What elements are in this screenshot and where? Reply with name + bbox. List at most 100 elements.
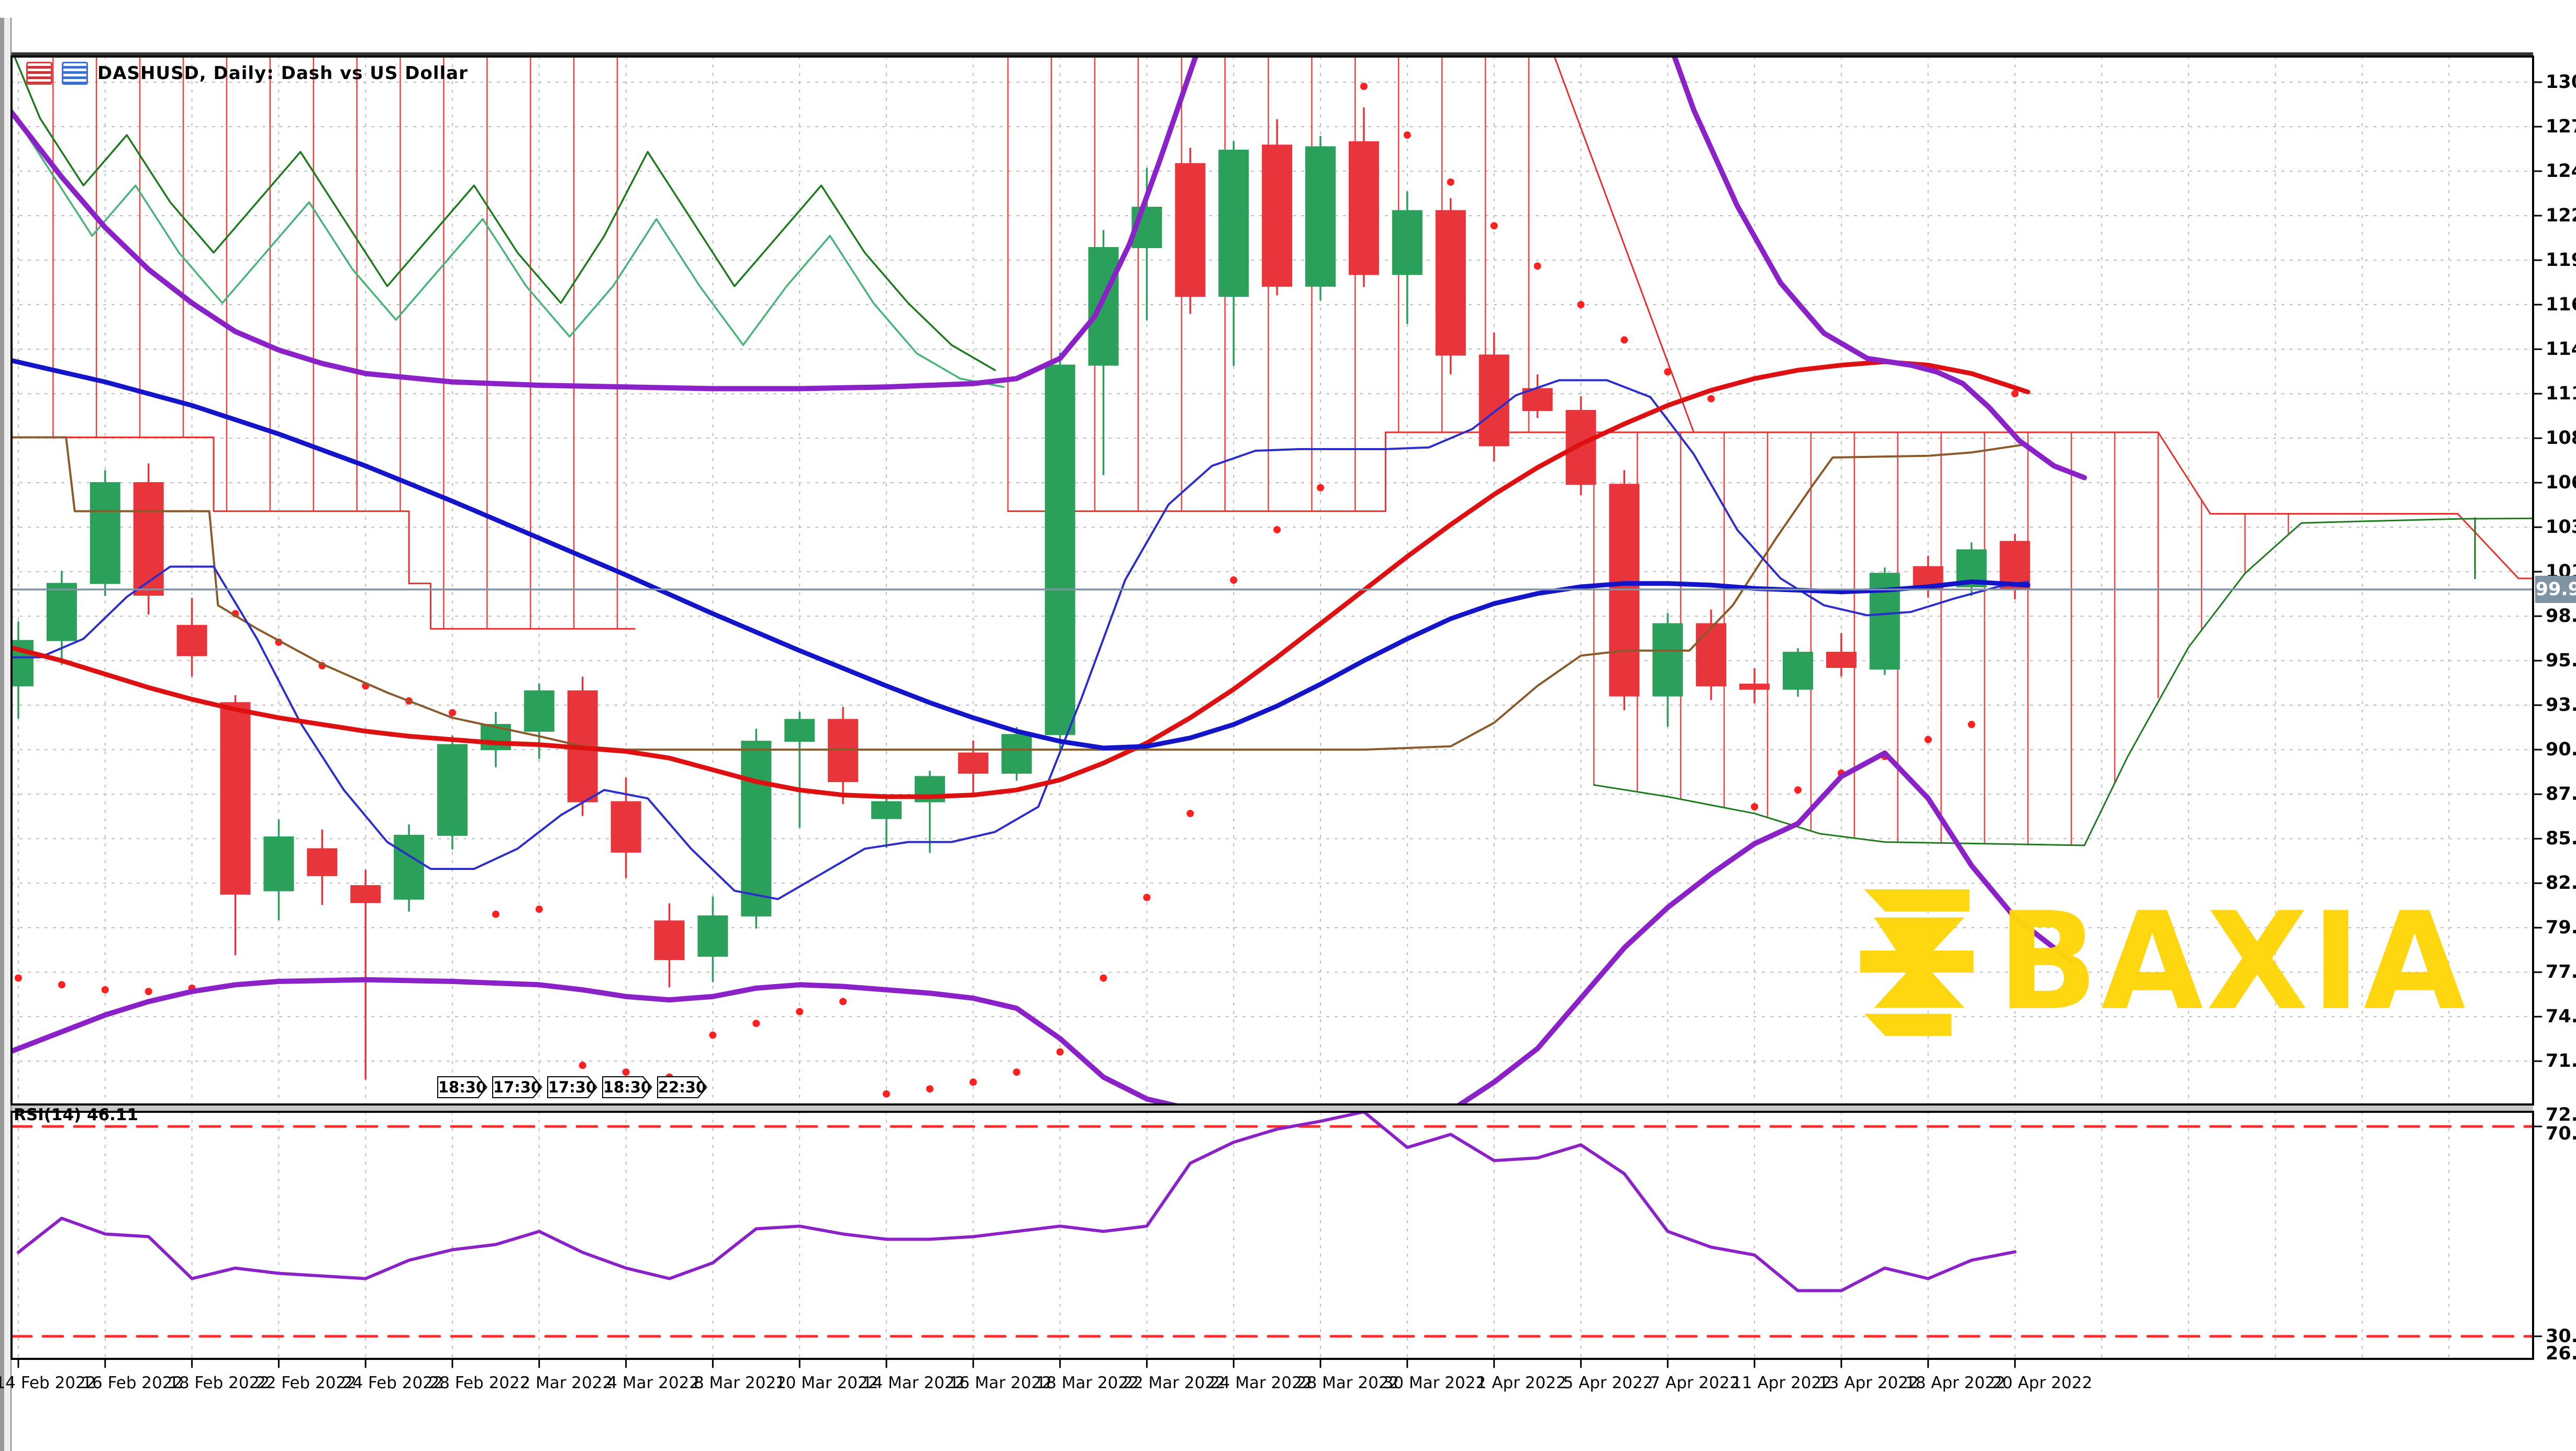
candle-34 — [1479, 354, 1509, 447]
candle-25 — [1088, 247, 1119, 366]
candle-42 — [1826, 652, 1857, 668]
candle-17 — [741, 741, 772, 917]
candle-31 — [1348, 141, 1379, 275]
price-axis-label: 103.65 — [2546, 517, 2576, 538]
candle-20 — [871, 801, 902, 819]
time-flag[interactable]: 17:30 — [492, 1076, 542, 1098]
time-flag[interactable]: 18:30 — [437, 1076, 487, 1098]
date-axis-label: 10 Mar 2022 — [775, 1374, 879, 1392]
rsi-axis-label: 26.21 — [2546, 1343, 2576, 1364]
price-axis-label: 85.10 — [2546, 828, 2576, 850]
candle-15 — [654, 920, 685, 961]
date-axis-label: 4 Mar 2022 — [607, 1374, 699, 1392]
new-chart-icon[interactable] — [62, 62, 88, 85]
date-axis-label: 1 Apr 2022 — [1476, 1374, 1567, 1392]
candle-23 — [1001, 734, 1032, 774]
price-axis-label: 98.35 — [2546, 606, 2576, 627]
price-axis-label: 116.90 — [2546, 294, 2576, 316]
candle-22 — [958, 752, 989, 774]
candle-14 — [610, 801, 641, 853]
rsi-axis-label: 70.00 — [2546, 1123, 2576, 1145]
candle-8 — [350, 885, 381, 903]
price-axis-label: 108.95 — [2546, 428, 2576, 449]
date-axis-label: 18 Apr 2022 — [1905, 1374, 2006, 1392]
rsi-axis-label: 72.80 — [2546, 1104, 2576, 1125]
candle-30 — [1305, 146, 1336, 287]
rsi-indicator-label: RSI(14) 46.11 — [14, 1106, 139, 1124]
rsi-axis-label: 30.00 — [2546, 1325, 2576, 1347]
date-axis-label: 13 Apr 2022 — [1818, 1374, 1919, 1392]
date-axis-label: 18 Feb 2022 — [169, 1374, 270, 1392]
time-flag[interactable]: 17:30 — [547, 1076, 597, 1098]
candle-32 — [1392, 210, 1423, 275]
price-axis-label: 114.25 — [2546, 339, 2576, 360]
candle-12 — [524, 690, 554, 732]
date-axis-label: 28 Mar 2022 — [1296, 1374, 1400, 1392]
candle-10 — [437, 744, 468, 836]
chart-list-icon[interactable] — [26, 62, 52, 85]
baxia-watermark-text: BAXIA — [1997, 884, 2469, 1040]
price-axis-label: 82.45 — [2546, 873, 2576, 894]
candle-6 — [263, 836, 294, 891]
date-axis-label: 20 Apr 2022 — [1992, 1374, 2093, 1392]
candle-40 — [1739, 684, 1770, 690]
candle-7 — [307, 848, 338, 876]
candle-16 — [697, 915, 728, 957]
candle-4 — [176, 624, 207, 656]
date-axis-label: 18 Mar 2022 — [1036, 1374, 1139, 1392]
price-axis-label: 124.85 — [2546, 161, 2576, 182]
price-axis-label: 87.75 — [2546, 784, 2576, 805]
date-axis-label: 2 Mar 2022 — [520, 1374, 613, 1392]
price-axis-label: 71.85 — [2546, 1051, 2576, 1072]
candle-33 — [1435, 210, 1466, 356]
date-axis-label: 11 Apr 2022 — [1731, 1374, 1832, 1392]
price-axis-label: 77.15 — [2546, 962, 2576, 983]
price-axis-label: 95.70 — [2546, 650, 2576, 672]
time-flag[interactable]: 22:30 — [657, 1076, 707, 1098]
candle-28 — [1218, 149, 1249, 297]
candle-24 — [1045, 364, 1075, 735]
candle-18 — [784, 719, 815, 742]
date-axis-label: 8 Mar 2022 — [693, 1374, 786, 1392]
price-axis-label: 127.50 — [2546, 116, 2576, 137]
candle-3 — [133, 482, 164, 596]
baxia-watermark: BAXIA — [1856, 884, 2469, 1041]
candle-2 — [90, 482, 120, 584]
price-axis-label: 119.55 — [2546, 250, 2576, 271]
baxia-logo-mark — [1860, 889, 1974, 1036]
date-axis-label: 22 Feb 2022 — [255, 1374, 357, 1392]
candle-1 — [46, 583, 77, 641]
chart-title: DASHUSD, Daily: Dash vs US Dollar — [97, 63, 468, 84]
price-axis-label: 74.50 — [2546, 1006, 2576, 1028]
date-axis-label: 24 Feb 2022 — [342, 1374, 443, 1392]
price-axis-label: 106.30 — [2546, 472, 2576, 494]
current-price-badge: 99.94 — [2535, 576, 2576, 604]
chart-title-bar: DASHUSD, Daily: Dash vs US Dollar — [26, 62, 468, 85]
date-axis-label: 16 Feb 2022 — [82, 1374, 183, 1392]
date-axis-label: 16 Mar 2022 — [949, 1374, 1052, 1392]
date-axis-label: 14 Feb 2022 — [0, 1374, 96, 1392]
candle-9 — [394, 834, 425, 900]
date-axis-label: 24 Mar 2022 — [1209, 1374, 1313, 1392]
price-axis-label: 130.15 — [2546, 72, 2576, 93]
candle-39 — [1696, 623, 1727, 687]
price-axis-label: 90.40 — [2546, 739, 2576, 761]
date-axis-label: 5 Apr 2022 — [1563, 1374, 1653, 1392]
price-axis-label: 122.20 — [2546, 205, 2576, 227]
date-axis-label: 28 Feb 2022 — [429, 1374, 530, 1392]
time-flag[interactable]: 18:30 — [602, 1076, 652, 1098]
date-axis-label: 14 Mar 2022 — [862, 1374, 965, 1392]
window-left-border — [0, 18, 4, 1451]
candle-41 — [1782, 652, 1813, 690]
date-axis-label: 30 Mar 2022 — [1383, 1374, 1486, 1392]
candle-38 — [1652, 623, 1683, 697]
candle-29 — [1262, 144, 1293, 287]
candle-27 — [1175, 163, 1206, 297]
candle-5 — [220, 702, 251, 895]
price-axis-label: 93.05 — [2546, 695, 2576, 716]
price-axis-label: 79.80 — [2546, 917, 2576, 939]
date-axis-label: 22 Mar 2022 — [1123, 1374, 1226, 1392]
price-axis-label: 111.60 — [2546, 383, 2576, 405]
